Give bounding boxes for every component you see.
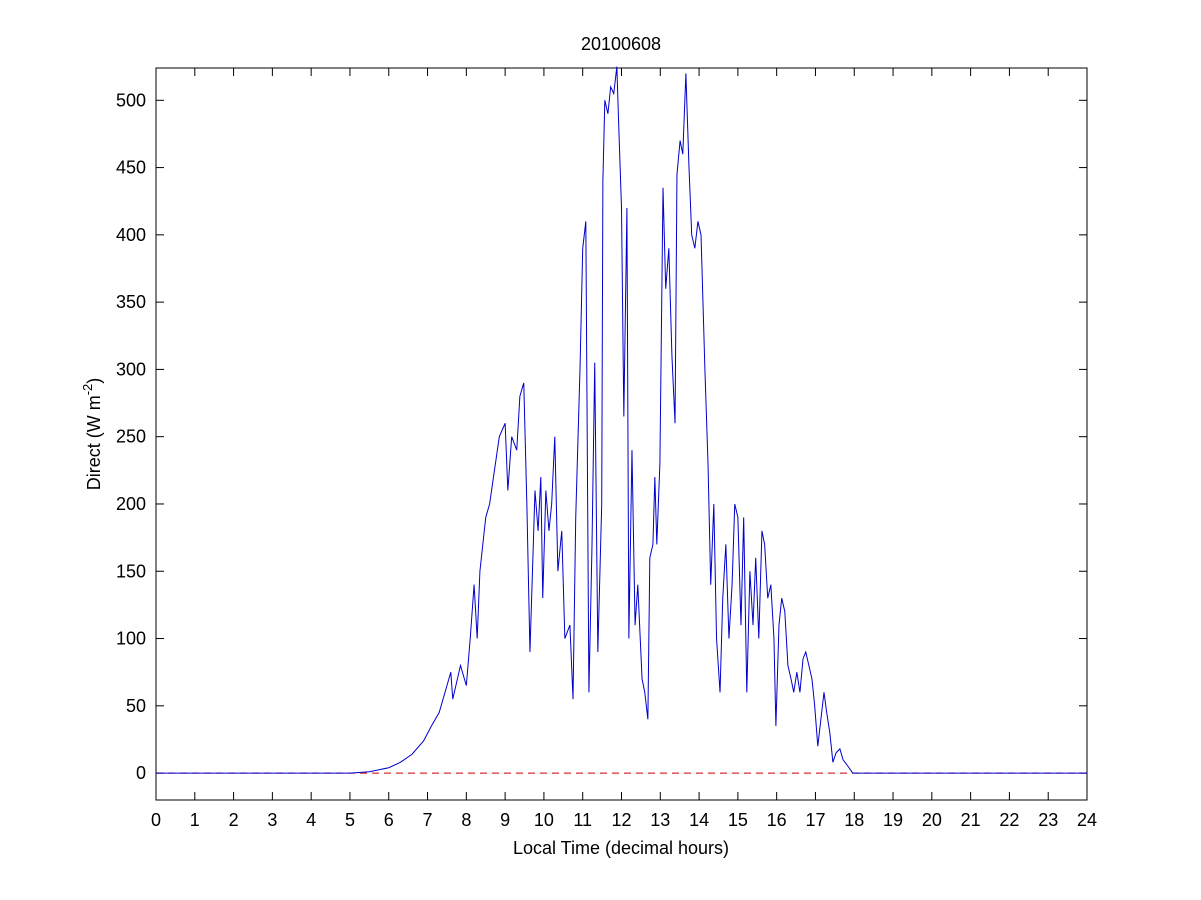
data-line [156, 66, 1087, 774]
y-label-text: Direct (W m [84, 395, 104, 490]
x-tick-label: 14 [689, 810, 709, 830]
x-tick-label: 0 [151, 810, 161, 830]
x-tick-label: 5 [345, 810, 355, 830]
y-tick-label: 350 [116, 292, 146, 312]
x-tick-label: 1 [190, 810, 200, 830]
x-tick-label: 13 [650, 810, 670, 830]
y-tick-label: 500 [116, 90, 146, 110]
x-axis-label: Local Time (decimal hours) [513, 838, 729, 858]
y-tick-label: 50 [126, 696, 146, 716]
x-tick-label: 9 [500, 810, 510, 830]
x-tick-label: 24 [1077, 810, 1097, 830]
x-tick-label: 6 [384, 810, 394, 830]
y-tick-label: 400 [116, 225, 146, 245]
x-tick-label: 23 [1038, 810, 1058, 830]
y-tick-label: 300 [116, 359, 146, 379]
chart-title: 20100608 [581, 34, 661, 54]
y-tick-label: 0 [136, 763, 146, 783]
plot-area [155, 67, 1088, 801]
y-tick-label: 250 [116, 427, 146, 447]
x-tick-label: 20 [922, 810, 942, 830]
x-tick-label: 8 [461, 810, 471, 830]
y-axis-label: Direct (W m-2) [80, 378, 104, 491]
y-tick-label: 450 [116, 158, 146, 178]
y-tick-label: 200 [116, 494, 146, 514]
x-tick-label: 11 [573, 810, 592, 830]
x-tick-label: 21 [961, 810, 981, 830]
x-tick-label: 2 [229, 810, 239, 830]
x-tick-label: 10 [534, 810, 554, 830]
x-tick-label: 4 [306, 810, 316, 830]
y-tick-label: 100 [116, 629, 146, 649]
x-tick-label: 15 [728, 810, 748, 830]
x-tick-label: 12 [611, 810, 631, 830]
x-tick-label: 16 [767, 810, 787, 830]
y-label-suffix: ) [84, 378, 104, 384]
x-tick-label: 19 [883, 810, 903, 830]
x-tick-label: 7 [423, 810, 433, 830]
x-tick-label: 22 [999, 810, 1019, 830]
x-tick-label: 3 [267, 810, 277, 830]
x-tick-label: 17 [805, 810, 825, 830]
x-tick-label: 18 [844, 810, 864, 830]
y-tick-label: 150 [116, 561, 146, 581]
y-label-superscript: -2 [80, 384, 95, 396]
